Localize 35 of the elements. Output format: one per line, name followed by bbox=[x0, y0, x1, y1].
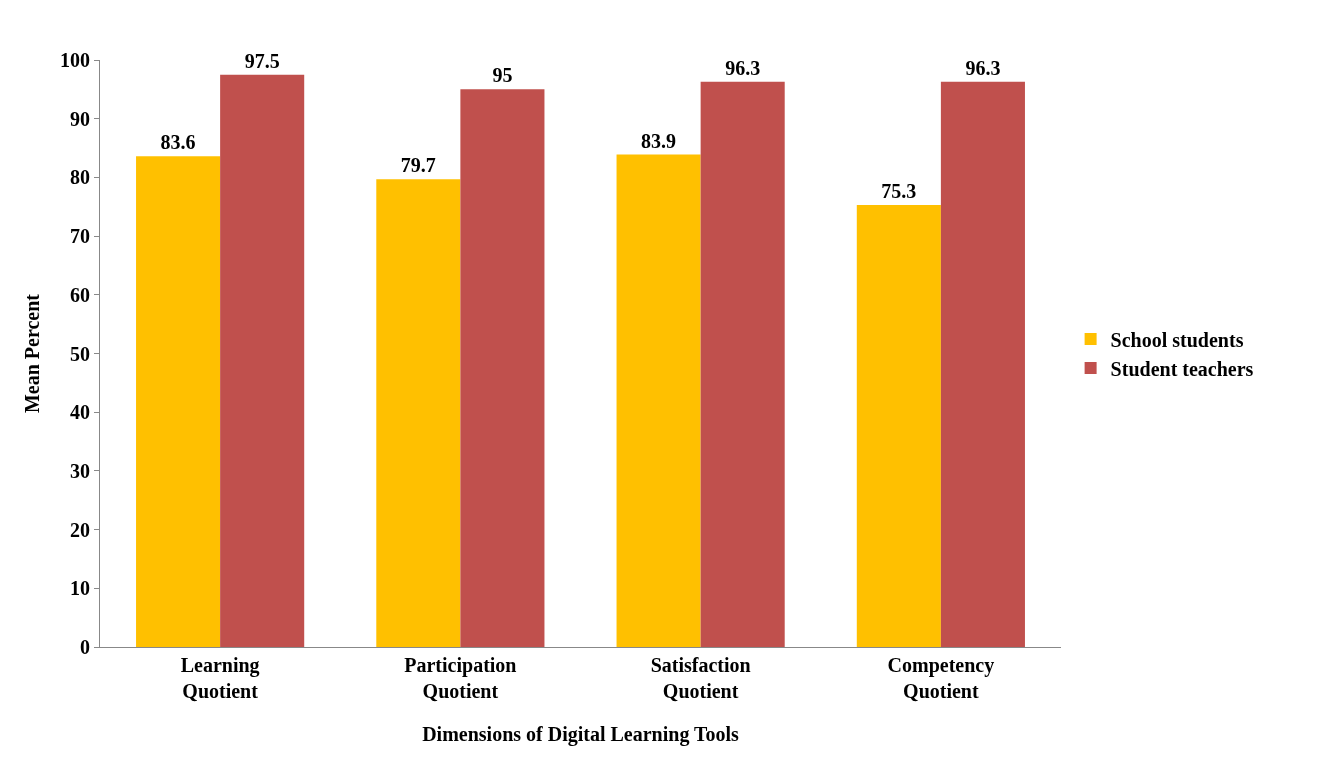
x-tick-label: Satisfaction Quotient bbox=[650, 654, 751, 702]
bar bbox=[856, 204, 941, 647]
bar bbox=[220, 74, 305, 647]
x-axis-title: Dimensions of Digital Learning Tools bbox=[422, 722, 740, 746]
x-tick-label: Participation Quotient bbox=[404, 654, 517, 702]
y-tick-label: 0 bbox=[80, 636, 90, 658]
bar bbox=[700, 81, 785, 647]
y-tick-label: 30 bbox=[70, 459, 90, 482]
data-label: 83.6 bbox=[160, 131, 196, 154]
y-tick-label: 10 bbox=[70, 577, 90, 600]
data-label: 75.3 bbox=[881, 179, 917, 202]
y-tick-label: 60 bbox=[70, 283, 90, 306]
bar bbox=[616, 154, 701, 647]
data-label: 97.5 bbox=[244, 49, 280, 72]
bar bbox=[940, 81, 1025, 647]
legend-label: School students bbox=[1110, 328, 1244, 351]
legend-label: Student teachers bbox=[1110, 357, 1254, 380]
bar bbox=[136, 156, 221, 647]
y-tick-label: 40 bbox=[70, 401, 90, 424]
data-label: 96.3 bbox=[965, 56, 1001, 79]
y-tick-label: 90 bbox=[70, 107, 90, 130]
y-tick-label: 100 bbox=[60, 49, 90, 71]
data-label: 79.7 bbox=[400, 154, 436, 177]
y-tick-label: 80 bbox=[70, 166, 90, 189]
data-label: 96.3 bbox=[725, 56, 761, 79]
y-axis-title: Mean Percent bbox=[20, 293, 43, 414]
y-tick-label: 20 bbox=[70, 518, 90, 541]
y-tick-label: 70 bbox=[70, 225, 90, 248]
bar bbox=[376, 179, 461, 647]
data-label: 95 bbox=[492, 64, 513, 87]
x-tick-label: Competency Quotient bbox=[887, 654, 995, 702]
bar bbox=[460, 89, 545, 647]
y-tick-label: 50 bbox=[70, 342, 90, 365]
data-label: 83.9 bbox=[641, 129, 677, 152]
x-tick-label: Learning Quotient bbox=[180, 654, 260, 702]
